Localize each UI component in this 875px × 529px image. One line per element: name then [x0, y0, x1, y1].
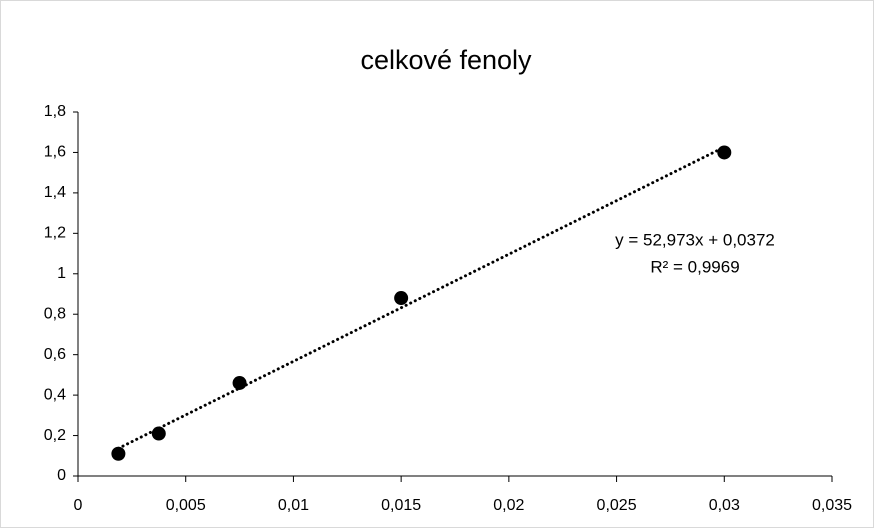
y-tick-label: 1,4 [44, 184, 66, 201]
x-tick-label: 0,005 [166, 497, 206, 514]
y-tick-label: 0 [57, 467, 66, 484]
x-tick-label: 0,015 [381, 497, 421, 514]
y-tick-label: 0,8 [44, 305, 66, 322]
x-tick-label: 0,01 [278, 497, 309, 514]
x-tick-label: 0,025 [597, 497, 637, 514]
trendline-equation: y = 52,973x + 0,0372 [615, 230, 775, 249]
chart-title: celkové fenoly [360, 45, 532, 75]
trendline [116, 145, 726, 450]
x-tick-label: 0,02 [493, 497, 524, 514]
y-tick-label: 0,4 [44, 386, 66, 403]
data-point [232, 375, 247, 390]
y-tick-label: 1,8 [44, 103, 66, 120]
y-tick-label: 0,2 [44, 427, 66, 444]
data-point [151, 426, 166, 441]
x-tick-label: 0 [74, 497, 83, 514]
x-tick-label: 0,03 [709, 497, 740, 514]
trendline-r-squared: R² = 0,9969 [650, 257, 739, 276]
y-tick-label: 1 [57, 265, 66, 282]
data-point [717, 145, 732, 160]
x-tick-label: 0,035 [812, 497, 852, 514]
data-point [394, 291, 409, 306]
y-tick-label: 0,6 [44, 346, 66, 363]
y-tick-label: 1,2 [44, 225, 66, 242]
y-tick-label: 1,6 [44, 144, 66, 161]
data-point [111, 446, 126, 461]
